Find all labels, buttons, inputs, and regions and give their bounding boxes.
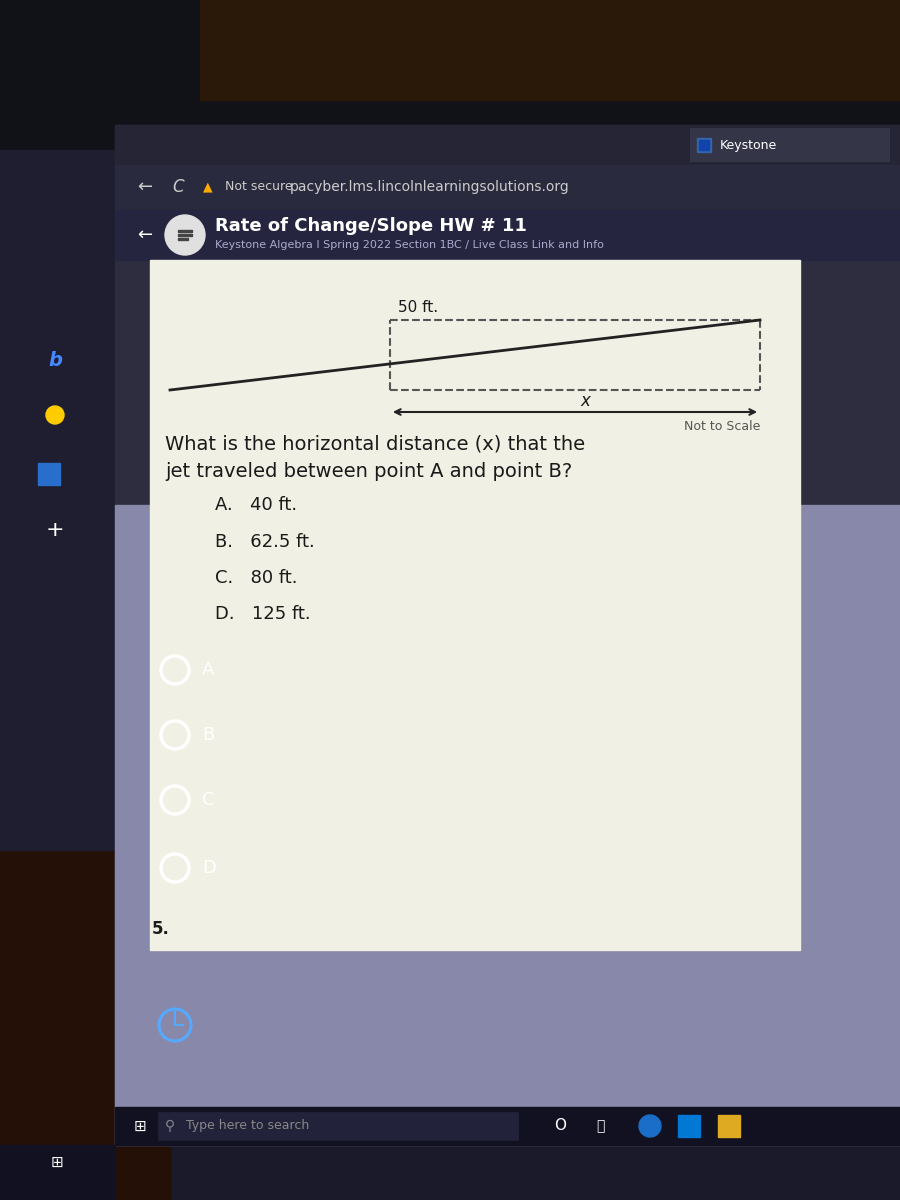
Text: ⧉: ⧉ [596, 1118, 604, 1133]
Text: ←: ← [138, 178, 153, 196]
Bar [115, 164, 900, 210]
Circle shape [639, 1115, 661, 1138]
Bar [697, 138, 711, 152]
Bar [0, 1145, 115, 1200]
Text: jet traveled between point A and point B?: jet traveled between point A and point B… [165, 462, 572, 481]
Bar [38, 463, 60, 485]
Bar [115, 505, 900, 1145]
Text: O: O [554, 1118, 566, 1134]
Circle shape [642, 1118, 658, 1134]
Text: C.   80 ft.: C. 80 ft. [215, 569, 298, 587]
Text: Type here to search: Type here to search [186, 1120, 310, 1133]
Text: D.   125 ft.: D. 125 ft. [215, 605, 310, 623]
Text: Keystone Algebra I Spring 2022 Section 1BC / Live Class Link and Info: Keystone Algebra I Spring 2022 Section 1… [215, 240, 604, 250]
Text: pacyber.lms.lincolnlearningsolutions.org: pacyber.lms.lincolnlearningsolutions.org [290, 180, 570, 194]
Bar [115, 125, 900, 1145]
Bar [115, 1106, 900, 1145]
Bar [678, 1115, 700, 1138]
Text: Rate of Change/Slope HW # 11: Rate of Change/Slope HW # 11 [215, 217, 526, 235]
Bar [0, 150, 115, 850]
Bar [178, 238, 188, 240]
Text: ←: ← [138, 226, 153, 244]
Circle shape [46, 406, 64, 424]
Text: ⊞: ⊞ [133, 1118, 147, 1134]
Bar [178, 230, 192, 232]
Text: ⚲: ⚲ [165, 1118, 176, 1133]
Text: C: C [202, 791, 214, 809]
Text: x: x [580, 392, 590, 410]
Text: Not to Scale: Not to Scale [684, 420, 760, 433]
Bar [150, 260, 800, 950]
Bar [178, 234, 192, 236]
Text: b: b [48, 350, 62, 370]
Text: A: A [202, 661, 214, 679]
Text: C: C [172, 178, 184, 196]
Bar [115, 125, 900, 164]
Text: B.   62.5 ft.: B. 62.5 ft. [215, 533, 315, 551]
Bar [699, 140, 709, 150]
Bar [690, 128, 890, 162]
Circle shape [165, 215, 205, 254]
Text: B: B [202, 726, 214, 744]
Text: Not secure: Not secure [225, 180, 292, 193]
Text: 50 ft.: 50 ft. [398, 300, 438, 314]
Text: A.   40 ft.: A. 40 ft. [215, 496, 297, 514]
Text: D: D [202, 859, 216, 877]
Bar [0, 0, 900, 150]
Text: Keystone: Keystone [720, 138, 778, 151]
Bar [38, 283, 60, 305]
Text: +: + [46, 520, 64, 540]
Text: 5.: 5. [152, 920, 170, 938]
Polygon shape [0, 850, 170, 1200]
Bar [158, 1112, 518, 1140]
Text: ⊞: ⊞ [50, 1154, 63, 1170]
Text: What is the horizontal distance (x) that the: What is the horizontal distance (x) that… [165, 434, 585, 454]
Polygon shape [200, 0, 900, 100]
Text: ▲: ▲ [203, 180, 212, 193]
Bar [115, 210, 900, 260]
Bar [718, 1115, 740, 1138]
